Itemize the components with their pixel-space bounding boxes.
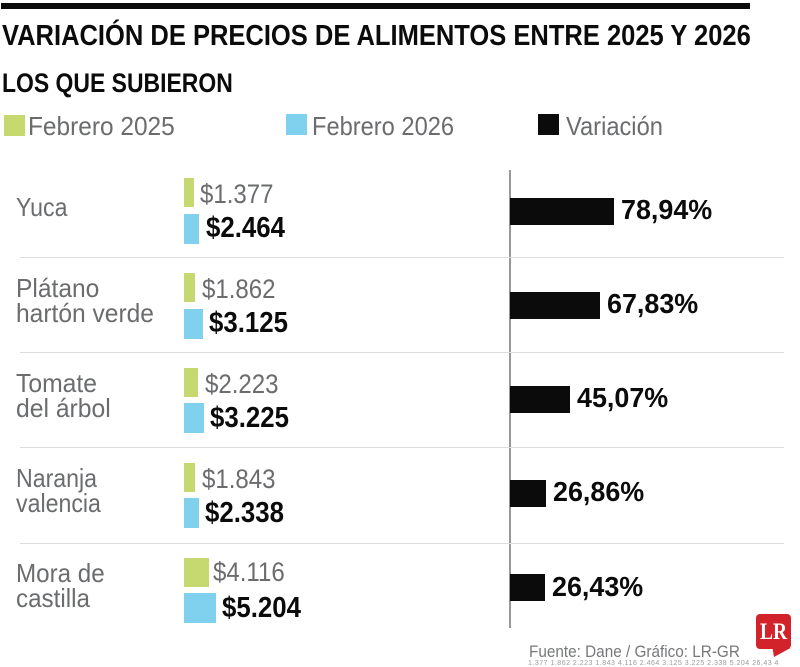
svg-text:LR: LR xyxy=(760,619,787,644)
